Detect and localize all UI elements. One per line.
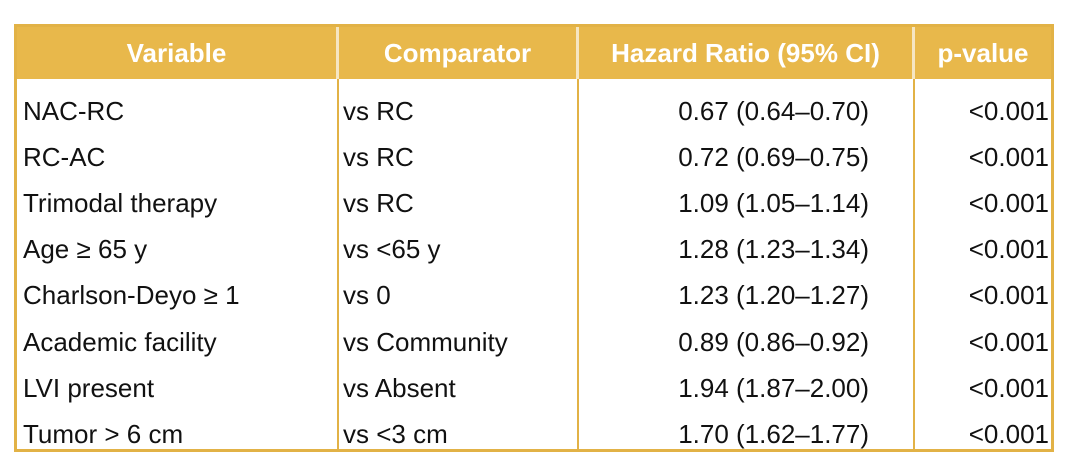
table-cell: 0.89 (0.86–0.92) — [678, 326, 869, 357]
table-cell: vs <3 cm — [343, 418, 448, 449]
table-cell: Age ≥ 65 y — [23, 234, 148, 265]
table-cell: RC-AC — [23, 141, 106, 172]
table-cell: <0.001 — [968, 234, 1049, 265]
table-cell: <0.001 — [968, 95, 1049, 126]
table-cell: Tumor > 6 cm — [23, 418, 184, 449]
table-cell: vs RC — [343, 187, 414, 218]
header-cell: Hazard Ratio (95% CI) — [579, 27, 915, 79]
table-cell: 1.70 (1.62–1.77) — [678, 418, 869, 449]
table-cell: 1.23 (1.20–1.27) — [678, 280, 869, 311]
table-cell: vs Absent — [343, 372, 456, 403]
column-divider — [913, 79, 915, 449]
table-cell: vs Community — [343, 326, 508, 357]
table-cell: vs 0 — [343, 280, 391, 311]
table-cell: 1.94 (1.87–2.00) — [678, 372, 869, 403]
table-cell: vs <65 y — [343, 234, 441, 265]
table-cell: <0.001 — [968, 280, 1049, 311]
table-cell: <0.001 — [968, 187, 1049, 218]
table-cell: <0.001 — [968, 326, 1049, 357]
column-divider — [337, 79, 339, 449]
column-divider — [577, 79, 579, 449]
table-cell: vs RC — [343, 95, 414, 126]
table-cell: NAC-RC — [23, 95, 125, 126]
table: Variable Comparator Hazard Ratio (95% CI) p… — [14, 24, 1054, 452]
header-cell: p-value — [915, 27, 1051, 79]
table-cell: Academic facility — [23, 326, 217, 357]
table-cell: <0.001 — [968, 418, 1049, 449]
table-cell: 1.28 (1.23–1.34) — [678, 234, 869, 265]
table-cell: Trimodal therapy — [23, 187, 218, 218]
table-cell: LVI present — [23, 372, 155, 403]
table-cell: vs RC — [343, 141, 414, 172]
table-cell: <0.001 — [968, 141, 1049, 172]
header-cell: Comparator — [339, 27, 579, 79]
table-cell: Charlson-Deyo ≥ 1 — [23, 280, 240, 311]
table-cell: 0.67 (0.64–0.70) — [678, 95, 869, 126]
header-cell: Variable — [17, 27, 339, 79]
table-cell: 0.72 (0.69–0.75) — [678, 141, 869, 172]
table-cell: <0.001 — [968, 372, 1049, 403]
table-cell: 1.09 (1.05–1.14) — [678, 187, 869, 218]
